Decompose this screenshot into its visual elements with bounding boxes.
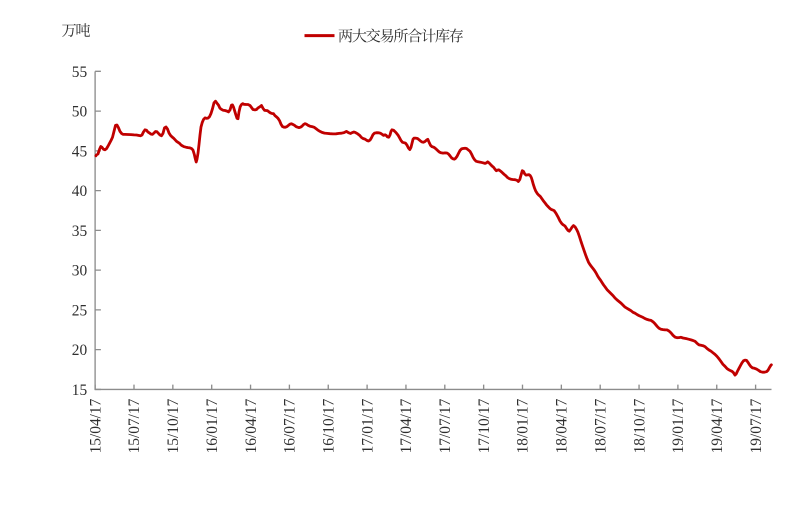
svg-text:50: 50 xyxy=(72,104,88,121)
svg-text:45: 45 xyxy=(72,143,88,160)
svg-text:55: 55 xyxy=(72,64,88,81)
svg-text:16/04/17: 16/04/17 xyxy=(243,398,260,453)
svg-text:19/04/17: 19/04/17 xyxy=(709,398,726,453)
svg-text:17/07/17: 17/07/17 xyxy=(437,398,454,453)
svg-text:19/01/17: 19/01/17 xyxy=(670,398,687,453)
svg-text:18/07/17: 18/07/17 xyxy=(592,398,609,453)
svg-text:25: 25 xyxy=(72,302,88,319)
svg-text:20: 20 xyxy=(72,342,88,359)
svg-text:17/10/17: 17/10/17 xyxy=(476,398,493,453)
svg-text:15: 15 xyxy=(72,382,88,399)
svg-text:19/07/17: 19/07/17 xyxy=(748,398,765,453)
svg-text:18/10/17: 18/10/17 xyxy=(631,398,648,453)
svg-text:15/04/17: 15/04/17 xyxy=(87,398,104,453)
svg-text:16/01/17: 16/01/17 xyxy=(204,398,221,453)
svg-text:18/04/17: 18/04/17 xyxy=(554,398,571,453)
svg-text:30: 30 xyxy=(72,263,88,280)
svg-text:15/07/17: 15/07/17 xyxy=(126,398,143,453)
svg-text:16/07/17: 16/07/17 xyxy=(282,398,299,453)
svg-text:15/10/17: 15/10/17 xyxy=(165,398,182,453)
svg-text:16/10/17: 16/10/17 xyxy=(320,398,337,453)
svg-text:35: 35 xyxy=(72,223,88,240)
svg-text:18/01/17: 18/01/17 xyxy=(515,398,532,453)
svg-text:17/01/17: 17/01/17 xyxy=(359,398,376,453)
svg-text:17/04/17: 17/04/17 xyxy=(398,398,415,453)
svg-text:40: 40 xyxy=(72,183,88,200)
